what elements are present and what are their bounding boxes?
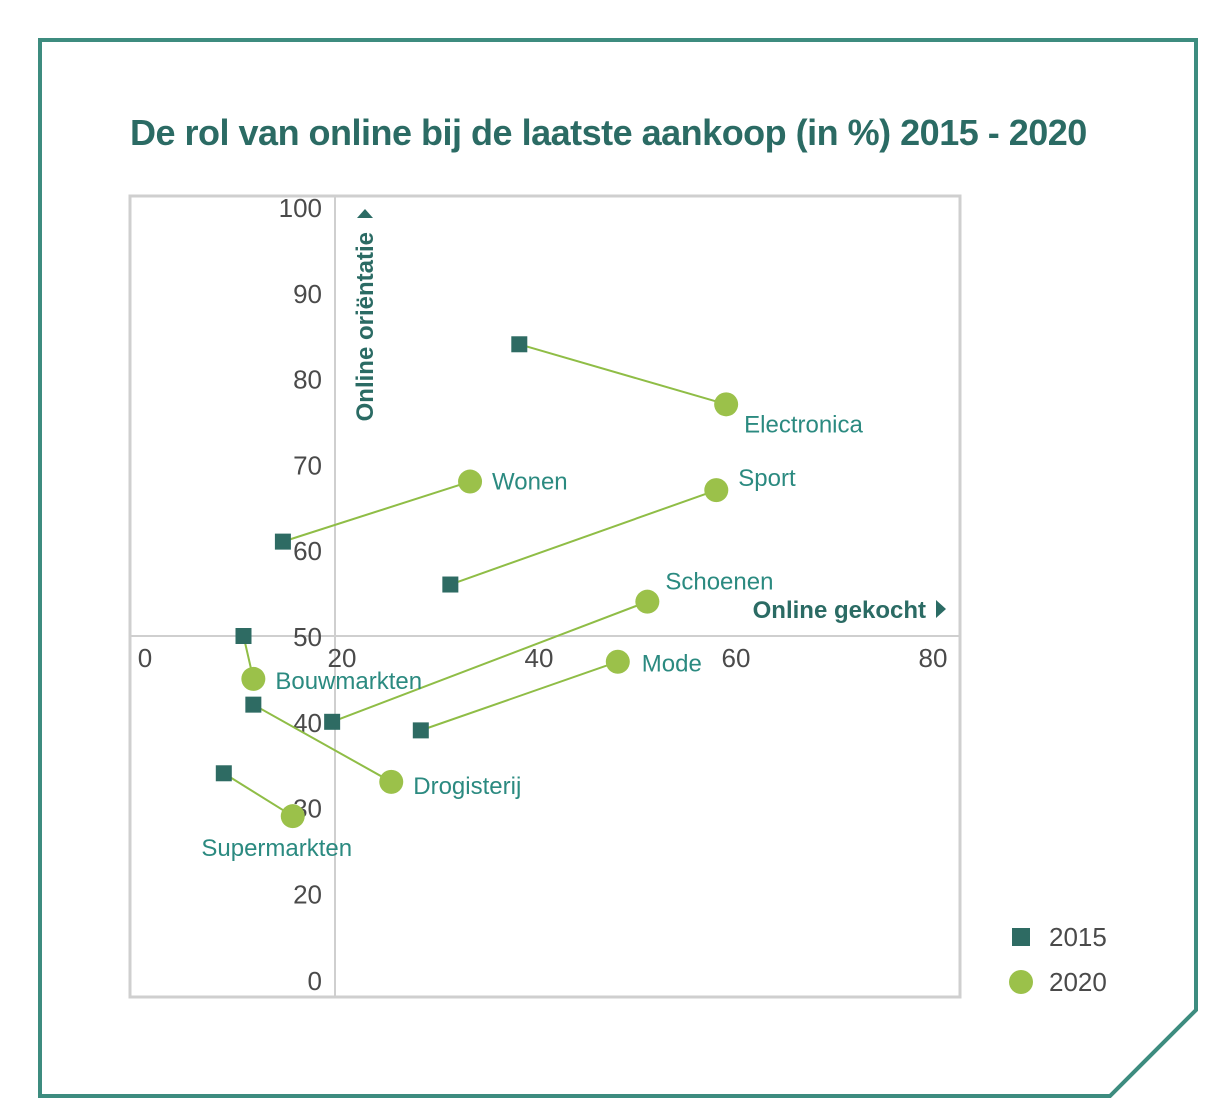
point-2015 bbox=[511, 336, 528, 353]
connector-line bbox=[420, 660, 619, 732]
point-2015 bbox=[324, 713, 341, 730]
x-tick-label: 0 bbox=[138, 643, 152, 673]
y-tick-label: 70 bbox=[293, 450, 322, 480]
connector-line bbox=[519, 343, 727, 406]
category-label: Electronica bbox=[744, 411, 863, 438]
point-2015 bbox=[442, 576, 459, 593]
category-label: Wonen bbox=[492, 469, 568, 496]
point-2020 bbox=[714, 392, 739, 417]
category-label: Bouwmarkten bbox=[275, 668, 422, 695]
y-tick-label: 50 bbox=[293, 622, 322, 652]
point-2015 bbox=[235, 628, 252, 644]
y-tick-label: 90 bbox=[293, 279, 322, 309]
x-axis-arrow-icon bbox=[936, 600, 946, 618]
point-2015 bbox=[215, 765, 232, 782]
connector-line bbox=[252, 703, 392, 783]
category-label: Sport bbox=[738, 465, 796, 492]
x-tick-label: 20 bbox=[328, 643, 357, 673]
y-tick-label: 60 bbox=[293, 536, 322, 566]
category-label: Supermarkten bbox=[201, 835, 352, 862]
connector-line bbox=[331, 600, 648, 723]
category-label: Schoenen bbox=[665, 569, 773, 596]
x-tick-label: 40 bbox=[525, 643, 554, 673]
y-tick-label: 20 bbox=[293, 879, 322, 909]
connector-line bbox=[450, 489, 717, 586]
y-tick-label: 80 bbox=[293, 365, 322, 395]
legend-marker-2020 bbox=[1009, 970, 1033, 994]
point-2015 bbox=[412, 722, 429, 739]
point-2020 bbox=[379, 769, 404, 794]
point-2015 bbox=[274, 533, 291, 550]
legend-label-2020: 2020 bbox=[1049, 967, 1107, 997]
legend-label-2015: 2015 bbox=[1049, 922, 1107, 952]
point-2020 bbox=[280, 804, 305, 829]
x-tick-label: 60 bbox=[722, 643, 751, 673]
point-2020 bbox=[704, 478, 729, 503]
point-2020 bbox=[241, 666, 266, 691]
point-2020 bbox=[605, 649, 630, 674]
y-tick-label: 100 bbox=[279, 193, 322, 223]
connector-line bbox=[282, 480, 471, 543]
y-tick-label: 0 bbox=[308, 966, 322, 996]
point-2020 bbox=[458, 469, 483, 494]
x-axis-title: Online gekocht bbox=[753, 597, 926, 624]
y-axis-title: Online oriëntatie bbox=[352, 232, 379, 421]
connector-line bbox=[223, 772, 294, 818]
x-tick-label: 80 bbox=[919, 643, 948, 673]
y-tick-label: 40 bbox=[293, 708, 322, 738]
point-2015 bbox=[245, 696, 262, 713]
category-label: Mode bbox=[642, 651, 702, 678]
plot-area bbox=[128, 194, 962, 999]
category-label: Drogisterij bbox=[413, 773, 521, 800]
point-2020 bbox=[635, 589, 660, 614]
chart-title: De rol van online bij de laatste aankoop… bbox=[130, 112, 1087, 153]
legend-marker-2015 bbox=[1012, 928, 1030, 946]
y-axis-arrow-icon bbox=[357, 209, 373, 218]
